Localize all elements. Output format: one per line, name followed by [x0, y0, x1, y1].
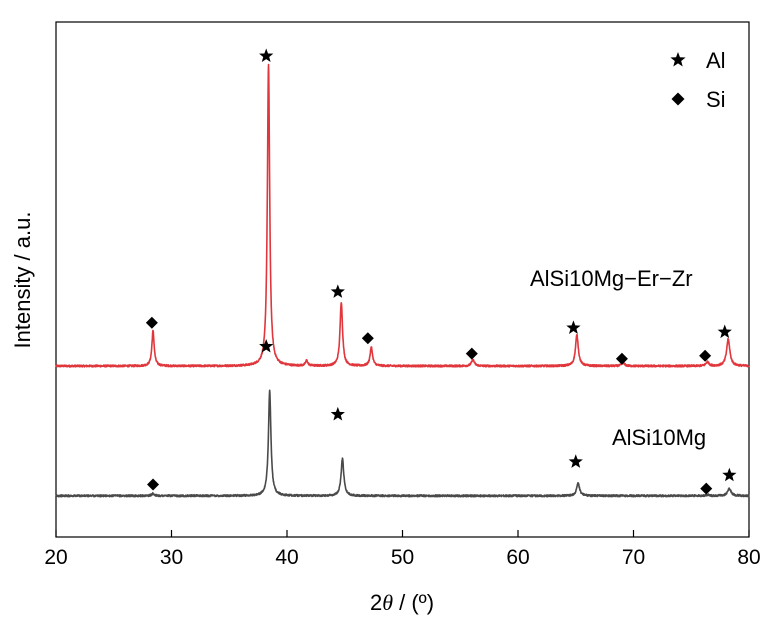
series-label-base: AlSi10Mg — [612, 425, 706, 450]
al-star-marker — [330, 284, 345, 298]
x-tick-label: 70 — [622, 546, 645, 569]
si-diamond-marker — [700, 482, 713, 495]
series-line-1 — [55, 389, 750, 498]
al-star-marker — [330, 406, 345, 421]
x-tick-label: 60 — [506, 546, 529, 569]
al-star-marker — [259, 338, 274, 353]
x-ticks: 20 30 40 50 60 70 80 — [44, 530, 761, 569]
legend-label-al: Al — [706, 48, 726, 73]
legend-diamond-icon — [671, 92, 685, 106]
phase-markers — [145, 48, 737, 495]
x-axis-title-prefix: 2 — [370, 590, 382, 615]
al-star-marker — [568, 454, 583, 468]
si-diamond-marker — [615, 352, 628, 365]
al-star-marker — [717, 324, 732, 339]
x-tick-label: 40 — [275, 546, 298, 569]
y-axis-title: Intensity / a.u. — [10, 212, 35, 349]
al-star-marker — [722, 467, 737, 482]
al-star-marker — [259, 48, 274, 63]
legend-star-icon — [670, 52, 686, 67]
x-axis-title-symbol: θ — [382, 590, 393, 615]
series-line-0 — [55, 63, 750, 368]
x-axis-title-suffix: / (º) — [393, 590, 434, 615]
si-diamond-marker — [145, 316, 158, 329]
x-tick-label: 80 — [737, 546, 760, 569]
x-tick-label: 30 — [160, 546, 183, 569]
series-layer — [55, 63, 750, 498]
legend: Al Si — [670, 48, 726, 112]
series-label-er-zr: AlSi10Mg−Er−Zr — [530, 266, 693, 291]
si-diamond-marker — [147, 478, 160, 491]
legend-label-si: Si — [706, 87, 726, 112]
al-star-marker — [566, 320, 581, 334]
x-tick-label: 20 — [44, 546, 67, 569]
si-diamond-marker — [699, 349, 712, 362]
x-tick-label: 50 — [391, 546, 414, 569]
x-axis-title: 2θ / (º) — [370, 590, 434, 615]
si-diamond-marker — [465, 347, 478, 360]
si-diamond-marker — [361, 332, 374, 345]
